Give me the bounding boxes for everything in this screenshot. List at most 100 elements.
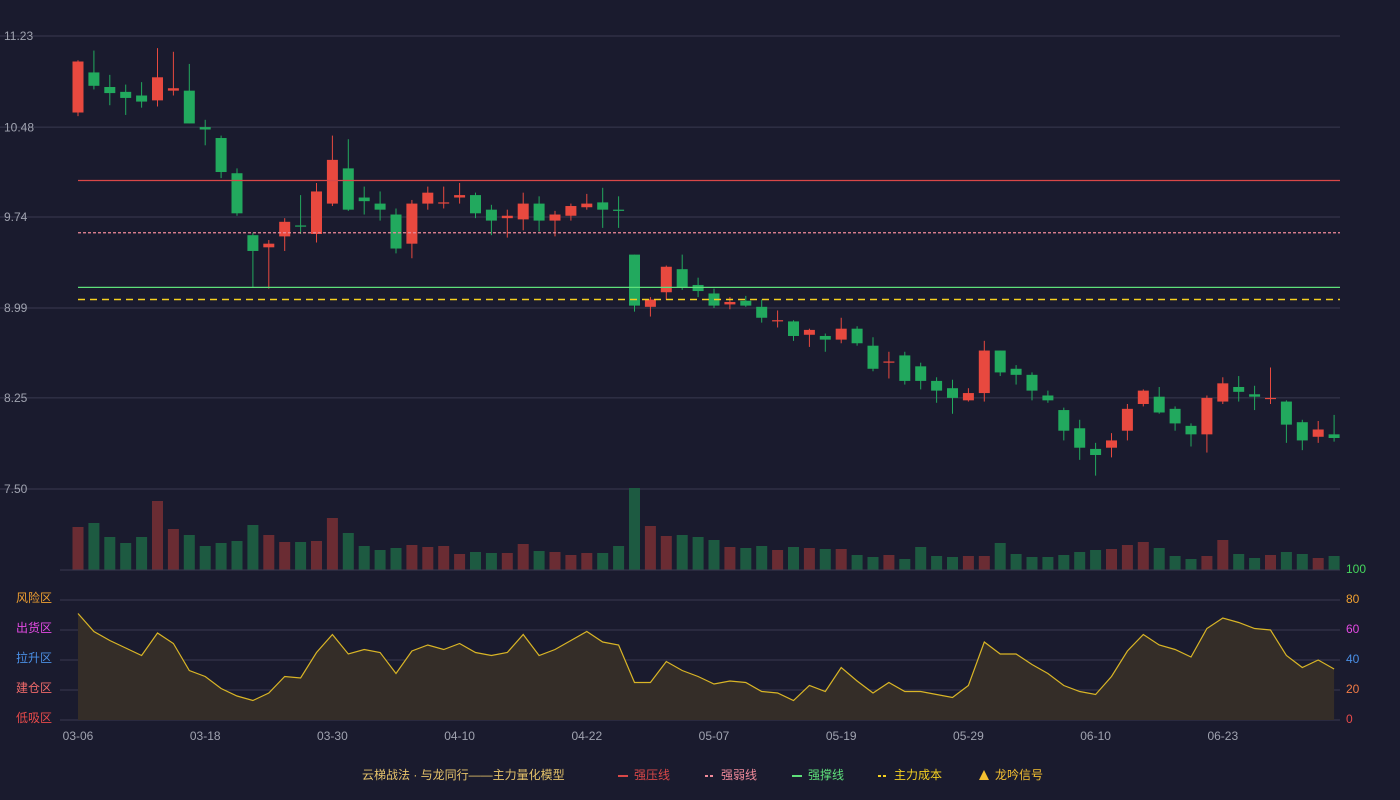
y-tick-label: 80 xyxy=(1346,592,1360,606)
candle-body xyxy=(104,87,116,94)
volume-bar xyxy=(311,541,322,570)
candle-body xyxy=(152,77,163,101)
y-tick-label: 7.50 xyxy=(4,482,28,496)
volume-bar xyxy=(676,535,688,570)
candle-body xyxy=(978,350,990,394)
candle-body xyxy=(994,350,1006,373)
candle-body xyxy=(263,243,275,248)
candle-body xyxy=(247,235,259,251)
candle-body xyxy=(358,197,370,202)
candle-body xyxy=(851,328,863,344)
volume-bar xyxy=(342,533,354,570)
volume-bar xyxy=(724,547,736,570)
candle-body xyxy=(231,173,243,214)
candle-body xyxy=(279,221,291,237)
volume-bar xyxy=(247,525,259,570)
candle-body xyxy=(1185,425,1197,435)
candle-body xyxy=(756,306,768,318)
volume-bar xyxy=(406,545,418,570)
x-tick-label: 06-23 xyxy=(1207,729,1238,743)
candle-body xyxy=(1201,397,1213,435)
volume-bar xyxy=(1217,540,1229,570)
volume-bar xyxy=(374,550,386,570)
candle-body xyxy=(517,203,529,220)
volume-bar xyxy=(931,556,943,570)
volume-bar xyxy=(1312,558,1324,570)
volume-bar xyxy=(549,552,561,570)
volume-bar xyxy=(629,488,640,570)
volume-bar xyxy=(644,526,656,570)
volume-bar xyxy=(1328,556,1340,570)
candle-body xyxy=(295,225,307,227)
volume-bar xyxy=(819,549,831,570)
volume-bar xyxy=(867,557,879,570)
x-tick-label: 06-10 xyxy=(1080,729,1111,743)
y-tick-label: 10.48 xyxy=(4,120,34,134)
volume-bar xyxy=(295,542,307,570)
candle-body xyxy=(1137,390,1149,404)
volume-bar xyxy=(358,546,370,570)
candle-body xyxy=(962,393,974,401)
volume-bar xyxy=(422,547,434,570)
volume-bar xyxy=(1121,545,1133,570)
candle-body xyxy=(167,88,179,91)
volume-bar xyxy=(756,546,768,570)
candle-body xyxy=(326,159,338,204)
candle-body xyxy=(1296,422,1308,441)
candle-body xyxy=(565,206,577,216)
volume-bar xyxy=(1058,555,1070,570)
volume-bar xyxy=(915,547,927,570)
volume-bar xyxy=(72,527,84,570)
volume-bar xyxy=(708,540,720,570)
volume-bar xyxy=(1137,542,1149,570)
candle-body xyxy=(374,203,386,210)
volume-bar xyxy=(740,548,752,570)
volume-bar xyxy=(454,554,466,570)
candle-body xyxy=(1074,428,1086,448)
candle-body xyxy=(342,168,354,210)
legend-label: 强撑线 xyxy=(808,767,844,782)
x-tick-label: 03-30 xyxy=(317,729,348,743)
volume-bar xyxy=(1233,554,1245,570)
x-tick-label: 03-06 xyxy=(63,729,94,743)
volume-bar xyxy=(994,543,1006,570)
legend-title: 云梯战法 · 与龙同行——主力量化模型 xyxy=(362,768,565,782)
candle-body xyxy=(199,127,211,130)
y-tick-label: 60 xyxy=(1346,622,1360,636)
candle-body xyxy=(915,366,927,381)
volume-bar xyxy=(326,518,338,570)
y-tick-label: 100 xyxy=(1346,562,1366,576)
volume-bar xyxy=(803,548,815,570)
oscillator-line xyxy=(77,613,1335,702)
candle-body xyxy=(1265,397,1276,400)
candle-body xyxy=(867,345,879,369)
volume-bar xyxy=(1153,548,1165,570)
candle-body xyxy=(501,215,513,219)
volume-bar xyxy=(692,537,704,570)
volume-bar xyxy=(279,542,291,570)
candle-body xyxy=(899,355,911,381)
candle-body xyxy=(438,202,450,204)
volume-bar xyxy=(199,546,211,570)
candle-body xyxy=(533,203,545,221)
zone-label: 低吸区 xyxy=(16,711,52,725)
volume-bar xyxy=(788,547,799,570)
candle-body xyxy=(676,269,688,288)
candle-body xyxy=(1328,434,1340,438)
candle-body xyxy=(1169,408,1181,424)
candle-body xyxy=(549,214,561,221)
y-tick-label: 9.74 xyxy=(4,210,28,224)
candle-body xyxy=(1121,408,1133,431)
x-tick-label: 05-19 xyxy=(826,729,857,743)
volume-bar xyxy=(167,529,179,570)
x-tick-label: 05-07 xyxy=(699,729,730,743)
volume-bar xyxy=(1201,556,1213,570)
candle-body xyxy=(1042,395,1054,401)
candle-body xyxy=(1280,401,1292,425)
volume-bar xyxy=(215,543,227,570)
candle-body xyxy=(883,361,895,363)
volume-bar xyxy=(1249,558,1261,570)
volume-bar xyxy=(533,551,545,570)
volume-bar xyxy=(183,535,195,570)
